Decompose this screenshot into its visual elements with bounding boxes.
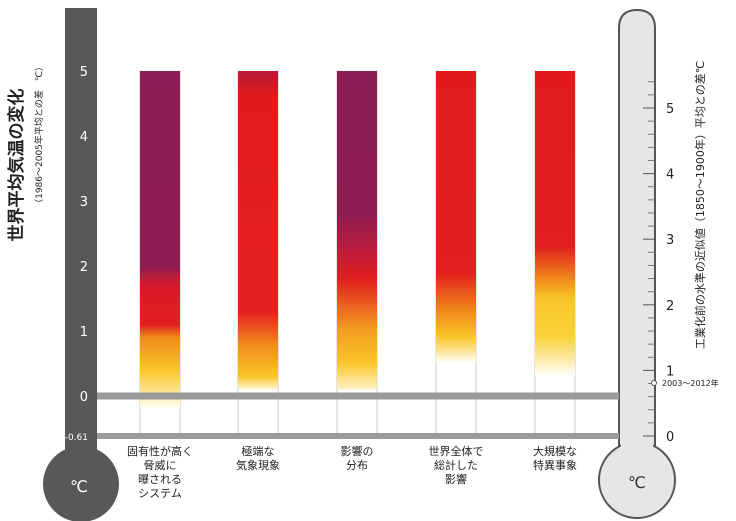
bar bbox=[238, 71, 278, 390]
right-tick-label: 1 bbox=[666, 364, 674, 379]
bar bbox=[535, 71, 575, 377]
left-tick-label: -0.61 bbox=[65, 433, 88, 443]
right-tick-label: 2 bbox=[666, 299, 674, 314]
left-tick-label: 3 bbox=[80, 195, 88, 210]
reference-bands bbox=[97, 392, 619, 439]
right-tick-label: 3 bbox=[666, 233, 674, 248]
bar bbox=[140, 71, 180, 410]
left-tick-label: 4 bbox=[80, 130, 88, 145]
right-thermometer: ℃ bbox=[598, 8, 676, 519]
zero-reference-band bbox=[97, 392, 619, 400]
left-tick-label: 2 bbox=[80, 260, 88, 275]
baseline-reference-band bbox=[97, 433, 619, 439]
left-axis-ticks: -0.61 0 1 2 3 4 5 bbox=[65, 65, 88, 443]
category-label: 世界全体で総計した影響 bbox=[429, 444, 484, 486]
right-tick-label: 5 bbox=[666, 102, 674, 117]
right-unit-label: ℃ bbox=[628, 473, 646, 492]
left-thermometer: ℃ bbox=[43, 8, 119, 521]
right-tick-label: 4 bbox=[666, 168, 674, 183]
left-tick-label: 0 bbox=[80, 390, 88, 405]
left-tick-label: 5 bbox=[80, 65, 88, 80]
bar bbox=[436, 71, 476, 364]
category-label: 大規模な特異事象 bbox=[533, 444, 577, 472]
right-tick-label: 0 bbox=[666, 430, 674, 445]
left-tick-label: 1 bbox=[80, 325, 88, 340]
right-axis-title: 工業化前の水準の近似値（1850〜1900年）平均との差℃ bbox=[693, 61, 707, 349]
left-thermometer-tube bbox=[65, 8, 97, 458]
right-axis-ticks: 0 1 2 3 4 5 bbox=[643, 81, 674, 445]
category-label: 固有性が高く脅威に曝されるシステム bbox=[127, 444, 193, 500]
left-unit-label: ℃ bbox=[70, 477, 88, 496]
bar bbox=[337, 71, 377, 390]
period-marker bbox=[651, 380, 657, 386]
category-labels: 固有性が高く脅威に曝されるシステム 極端な気象現象 影響の分布 世界全体で総計した影響… bbox=[127, 444, 577, 500]
period-annotation: 2003〜2012年 bbox=[662, 378, 719, 388]
left-axis-title: 世界平均気温の変化 bbox=[6, 89, 27, 242]
left-axis-subtitle: （1986〜2005年平均との差 ℃） bbox=[33, 62, 45, 208]
bars bbox=[140, 71, 575, 410]
category-label: 極端な気象現象 bbox=[236, 444, 280, 472]
right-thermometer-tube bbox=[618, 8, 656, 456]
category-label: 影響の分布 bbox=[341, 444, 374, 472]
left-thermometer-bulb bbox=[43, 446, 119, 521]
